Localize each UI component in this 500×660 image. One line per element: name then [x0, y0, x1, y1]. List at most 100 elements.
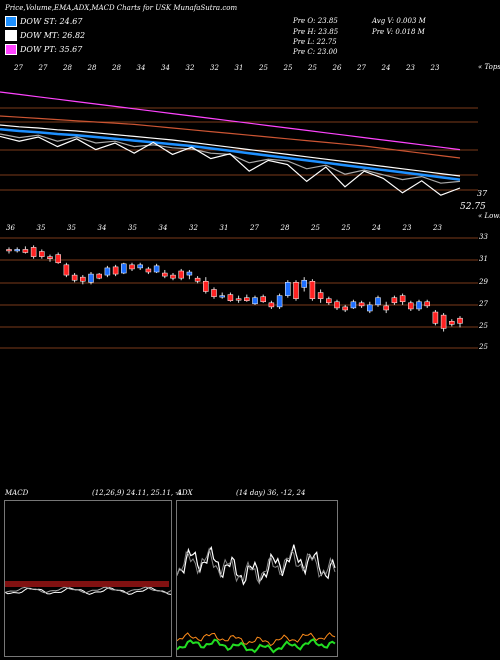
legend-dow-st: DOW ST: 24.67	[5, 16, 82, 27]
ema-date-label: 25	[308, 64, 317, 72]
candle-body	[194, 277, 201, 282]
candle-body	[39, 251, 45, 257]
ema-date-label: 28	[112, 64, 121, 72]
ema-series-line	[0, 124, 461, 177]
ema-date-label: 34	[161, 64, 170, 72]
candle-body	[416, 301, 422, 310]
ema-series-line	[0, 135, 461, 196]
macd-signal-line	[5, 586, 171, 594]
price-date-label: 35	[128, 224, 137, 232]
candle-body	[137, 264, 143, 269]
price-date-label: 28	[280, 224, 290, 232]
macd-params: (12,26,9) 24.11, 25.11, -1	[92, 489, 183, 497]
ema-series-line	[0, 91, 461, 151]
candle-body	[112, 266, 119, 275]
candle-body	[55, 254, 61, 264]
legend-swatch-icon	[5, 30, 17, 41]
ema-chart	[0, 91, 478, 196]
quote-close: Pre C: 23.00	[293, 48, 338, 56]
ema-date-label: 25	[283, 64, 293, 72]
legend-dow-mt: DOW MT: 26.82	[5, 30, 85, 41]
candle-body	[317, 292, 324, 299]
adx-line-secondary	[177, 547, 336, 585]
candle-body	[30, 247, 37, 257]
price-lows-label: « Lows	[478, 212, 500, 220]
ema-date-label: 27	[357, 64, 366, 72]
quote-avg-volume: Avg V: 0.003 M	[372, 17, 426, 25]
candle-body	[47, 256, 53, 259]
adx-panel	[176, 500, 338, 657]
candle-body	[219, 295, 225, 298]
price-date-label: 34	[97, 224, 107, 232]
candle-body	[153, 265, 160, 273]
ema-date-label: 23	[406, 64, 415, 72]
price-y-tick: 33	[479, 233, 488, 241]
candle-body	[358, 302, 365, 307]
candle-body	[6, 249, 12, 252]
candle-body	[260, 296, 266, 303]
adx-chart	[177, 544, 336, 654]
ema-date-label: 32	[185, 64, 195, 72]
ema-date-label: 31	[234, 64, 244, 72]
price-date-label: 23	[402, 224, 412, 232]
candle-body	[162, 272, 168, 277]
candle-body	[375, 297, 381, 306]
price-date-label: 25	[341, 224, 351, 232]
candle-body	[235, 298, 242, 301]
macd-title: MACD	[5, 489, 29, 497]
legend-dow-st-label: DOW ST: 24.67	[20, 17, 83, 26]
candle-body	[80, 276, 86, 282]
ema-date-label: 24	[381, 64, 391, 72]
candle-body	[334, 301, 340, 309]
candle-body	[285, 282, 291, 296]
candle-body	[457, 317, 463, 324]
candle-body	[244, 297, 250, 301]
candle-body	[104, 267, 111, 276]
price-date-label: 34	[158, 224, 168, 232]
candle-body	[367, 304, 373, 312]
candle-body	[350, 301, 357, 309]
candle-body	[88, 273, 94, 283]
ema-date-label: 28	[87, 64, 97, 72]
price-y-tick: 25	[479, 322, 488, 330]
candle-body	[22, 249, 29, 253]
di-plus-line	[177, 637, 336, 654]
candle-body	[424, 301, 430, 307]
price-y-tick: 27	[479, 300, 488, 308]
candle-body	[408, 302, 414, 310]
candle-body	[326, 298, 332, 304]
candle-body	[145, 268, 152, 273]
candle-body	[432, 311, 439, 324]
candle-body	[96, 273, 102, 279]
price-y-tick: 25	[479, 343, 488, 351]
macd-panel	[4, 500, 172, 657]
candle-body	[14, 249, 20, 252]
candle-body	[309, 281, 316, 299]
price-date-label: 23	[433, 224, 442, 232]
ema-series-line	[0, 115, 461, 159]
price-date-label: 36	[6, 224, 15, 232]
quote-low: Pre L: 22.75	[293, 38, 337, 46]
price-date-label: 24	[372, 224, 381, 232]
candle-body	[383, 305, 389, 311]
ema-date-label: 34	[136, 64, 146, 72]
price-date-label: 32	[189, 224, 198, 232]
candle-body	[121, 263, 127, 274]
legend-swatch-icon	[5, 44, 17, 55]
quote-high: Pre H: 23.85	[293, 28, 339, 36]
candle-body	[449, 321, 455, 325]
legend-dow-mt-label: DOW MT: 26.82	[20, 31, 86, 40]
ema-series-line	[0, 127, 461, 181]
price-y-tick: 31	[479, 255, 488, 263]
candle-body	[252, 297, 258, 305]
quote-open: Pre O: 23.85	[293, 17, 338, 25]
ema-date-label: 27	[38, 64, 48, 72]
candle-body	[170, 274, 176, 279]
candle-body	[342, 306, 348, 311]
candle-body	[301, 279, 307, 288]
candle-body	[227, 294, 234, 301]
candle-body	[268, 302, 275, 308]
legend-dow-pt-label: DOW PT: 35.67	[20, 45, 83, 54]
price-date-label: 25	[311, 224, 320, 232]
candle-body	[399, 295, 406, 303]
